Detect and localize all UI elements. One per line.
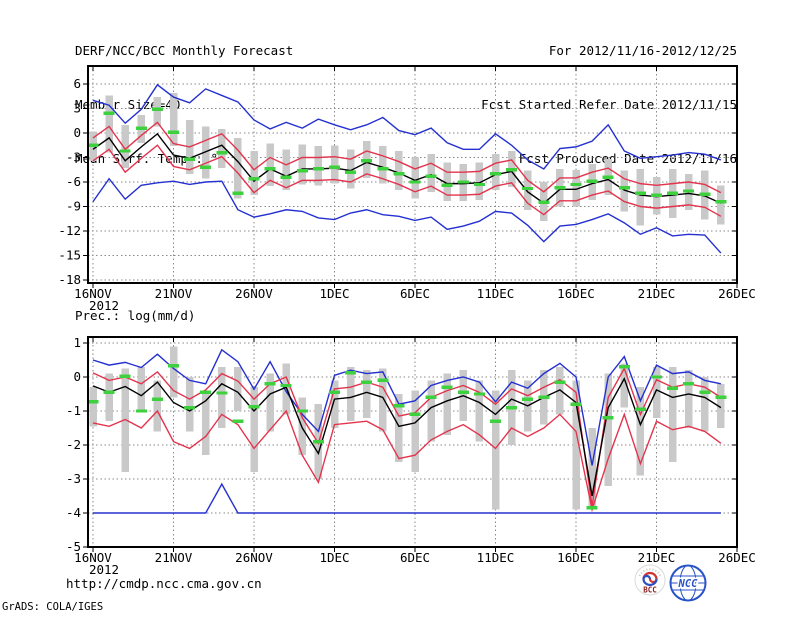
forecast-lines bbox=[92, 348, 722, 514]
y-tick-label: -5 bbox=[66, 539, 81, 554]
series-lower-spread bbox=[92, 144, 722, 217]
axes-frame bbox=[83, 65, 738, 288]
series-ensemble-min bbox=[93, 482, 721, 514]
x-tick-label: 16DEC bbox=[557, 550, 595, 565]
x-tick-label: 26NOV bbox=[235, 286, 273, 301]
x-tick-label: 11DEC bbox=[477, 286, 515, 301]
y-tick-label: 0 bbox=[73, 125, 81, 140]
axes-frame bbox=[83, 336, 738, 552]
median-dashes bbox=[87, 107, 727, 205]
bcc-ring-text-icon bbox=[638, 568, 662, 577]
forecast-lines bbox=[92, 83, 722, 254]
y-tick-label: 3 bbox=[73, 101, 81, 116]
x-year-label: 2012 bbox=[89, 562, 119, 577]
x-tick-label: 26DEC bbox=[718, 550, 755, 565]
x-year-label: 2012 bbox=[89, 298, 119, 313]
x-tick-label: 21NOV bbox=[155, 550, 193, 565]
series-ensemble-max bbox=[92, 83, 722, 170]
agency-logos: BCC NCC bbox=[633, 563, 708, 603]
grads-credit: GrADS: COLA/IGES bbox=[2, 601, 104, 613]
series-upper-spread bbox=[92, 121, 722, 194]
series-ensemble-mean bbox=[92, 377, 722, 497]
ncc-logo-label: NCC bbox=[678, 578, 699, 590]
series-lower-spread bbox=[92, 409, 722, 513]
y-tick-label: 6 bbox=[73, 76, 81, 91]
y-tick-label: -1 bbox=[66, 403, 81, 418]
y-tick-label: -6 bbox=[66, 174, 81, 189]
page-title: DERF/NCC/BCC Monthly Forecast bbox=[75, 43, 294, 58]
x-tick-label: 26NOV bbox=[235, 550, 273, 565]
x-tick-label: 16NOV bbox=[74, 286, 112, 301]
y-tick-label: -18 bbox=[58, 272, 81, 287]
ncc-logo: NCC bbox=[669, 564, 707, 602]
y-tick-label: -12 bbox=[58, 223, 81, 238]
median-dashes bbox=[87, 364, 727, 510]
y-tick-label: -9 bbox=[66, 199, 81, 214]
source-url: http://cmdp.ncc.cma.gov.cn bbox=[66, 576, 262, 591]
x-tick-label: 26DEC bbox=[718, 286, 755, 301]
x-tick-label: 16DEC bbox=[557, 286, 595, 301]
y-tick-label: -15 bbox=[58, 248, 81, 263]
x-tick-label: 1DEC bbox=[319, 286, 349, 301]
x-tick-label: 16NOV bbox=[74, 550, 112, 565]
x-tick-label: 21NOV bbox=[155, 286, 193, 301]
x-tick-label: 6DEC bbox=[400, 550, 430, 565]
y-tick-label: 0 bbox=[73, 369, 81, 384]
x-tick-label: 1DEC bbox=[319, 550, 349, 565]
bcc-logo-label: BCC bbox=[643, 586, 657, 595]
x-tick-label: 21DEC bbox=[638, 550, 676, 565]
x-tick-label: 21DEC bbox=[638, 286, 676, 301]
series-ensemble-min bbox=[92, 177, 722, 254]
y-tick-label: -4 bbox=[66, 505, 81, 520]
series-ensemble-max bbox=[92, 348, 722, 466]
forecast-range-label: For 2012/11/16-2012/12/25 bbox=[548, 43, 737, 58]
y-tick-label: -3 bbox=[66, 150, 81, 165]
series-upper-spread bbox=[92, 366, 722, 507]
bcc-swirl-red-icon bbox=[642, 571, 658, 584]
series-ensemble-mean bbox=[92, 132, 722, 205]
bcc-swirl-blue-icon bbox=[642, 574, 658, 587]
bcc-logo: BCC bbox=[634, 564, 666, 596]
y-tick-label: -3 bbox=[66, 471, 81, 486]
x-tick-label: 11DEC bbox=[477, 550, 515, 565]
y-tick-label: -2 bbox=[66, 437, 81, 452]
x-tick-label: 6DEC bbox=[400, 286, 430, 301]
precip-chart-title: Prec.: log(mm/d) bbox=[75, 308, 196, 323]
y-tick-label: 1 bbox=[73, 335, 81, 350]
